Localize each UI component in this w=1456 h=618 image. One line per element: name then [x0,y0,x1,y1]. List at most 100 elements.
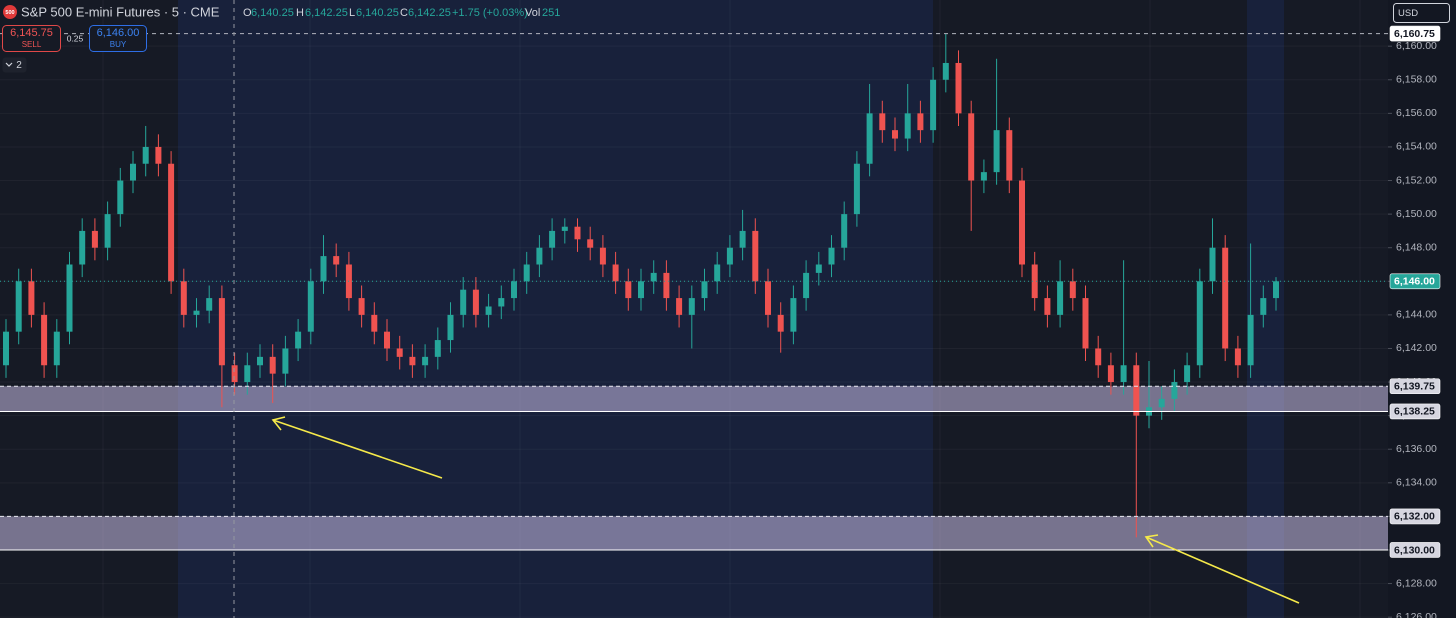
candle-body [625,281,632,299]
ohlc-value: 6,142.25 [408,7,451,19]
candle-body [269,356,276,374]
y-tick-label: 6,128.00 [1396,577,1437,589]
candle-body [15,281,22,332]
spread: 0.25 [67,33,84,43]
candle-body [1273,281,1279,299]
candle-body [371,314,378,332]
candle-body [66,264,73,332]
candle-body [739,230,746,248]
y-tick-label: 6,148.00 [1396,241,1437,253]
candle-body [282,348,289,374]
y-tick-label: 6,156.00 [1396,107,1437,119]
candle-body [536,247,543,265]
ohlc-key: L [349,7,355,19]
candle-body [815,264,822,273]
price-label: 6,132.00 [1394,511,1435,523]
zone [0,516,1388,550]
candle-body [53,331,60,366]
candle-body [130,163,136,181]
candle-body [295,331,302,349]
candle-body [41,314,48,366]
candle-body [142,146,149,164]
candle-body [511,281,517,299]
arrow [1145,536,1300,604]
candle-body [1222,247,1229,349]
candle-body [498,298,505,307]
candle-body [663,272,670,299]
y-tick-label: 6,134.00 [1396,477,1437,489]
candle-body [1196,281,1203,366]
candle-body [409,356,416,366]
candle-body [472,289,479,315]
candle-body [942,62,949,80]
candle-body [1234,348,1241,366]
candle-body [599,247,606,265]
y-tick-label: 6,126.00 [1396,611,1437,618]
candle-body [333,256,340,265]
candle-body [218,298,225,366]
logo-text: 500 [5,10,14,16]
y-tick-label: 6,152.00 [1396,174,1437,186]
indicators-toggle[interactable] [2,57,27,73]
candle-body [396,348,403,357]
candle-body [955,62,962,114]
candle-body [1006,130,1013,181]
ohlc-key: H [296,7,304,19]
candle-body [790,298,797,332]
sell-button[interactable] [2,25,61,52]
y-tick-label: 6,150.00 [1396,208,1437,220]
price-label-bg [1389,542,1441,558]
candle-body [180,281,187,315]
logo [3,5,17,19]
price-label: 6,139.75 [1394,381,1435,393]
y-tick-label: 6,154.00 [1396,141,1437,153]
candle-body [752,230,759,282]
candle-body [714,264,721,282]
candle-body [803,272,810,299]
candle-body [193,310,200,315]
buy-button[interactable] [89,25,147,52]
symbol-title[interactable]: S&P 500 E-mini Futures · 5 · CME [21,4,220,19]
candle-body [206,298,213,311]
candle-body [1209,247,1216,282]
candle-body [853,163,860,215]
candle-body [1057,281,1064,315]
levels [0,33,1388,551]
buy-price: 6,146.00 [97,27,140,39]
candle-body [91,230,98,248]
candle-body [638,281,644,299]
y-tick-label: 6,158.00 [1396,74,1437,86]
candle-body [904,113,911,139]
candle-body [828,247,835,265]
candle-body [1247,314,1254,366]
ohlc-value: 6,140.25 [251,7,294,19]
candle-body [447,314,454,341]
candle-body [587,239,594,248]
arrow [272,419,443,479]
sell-label: SELL [22,40,42,49]
price-label-bg [1389,508,1441,525]
ohlc-key: C [400,7,408,19]
candle-body [917,113,924,131]
candle-body [1171,382,1178,399]
candle-body [434,340,441,357]
zone [0,386,1388,412]
price-label: 6,130.00 [1394,544,1435,556]
currency-select[interactable] [1393,3,1450,23]
zones [0,386,1388,550]
candle-body [307,281,314,332]
candle-body [841,214,848,248]
candle-body [155,146,162,164]
candle-body [117,180,124,215]
candle-body [104,214,111,248]
chevron [5,62,13,67]
candle-body [523,264,530,282]
buy-label: BUY [110,40,127,49]
price-label: 6,138.25 [1394,406,1435,418]
candle-body [1082,298,1089,349]
candle-body [1019,180,1025,265]
price-ticks: 6,126.00 6,128.00 6,130.00 6,132.00 6,134.00… [1388,25,1441,618]
candle-body [688,298,695,315]
candle-body [422,356,429,366]
candle-body [168,163,175,282]
